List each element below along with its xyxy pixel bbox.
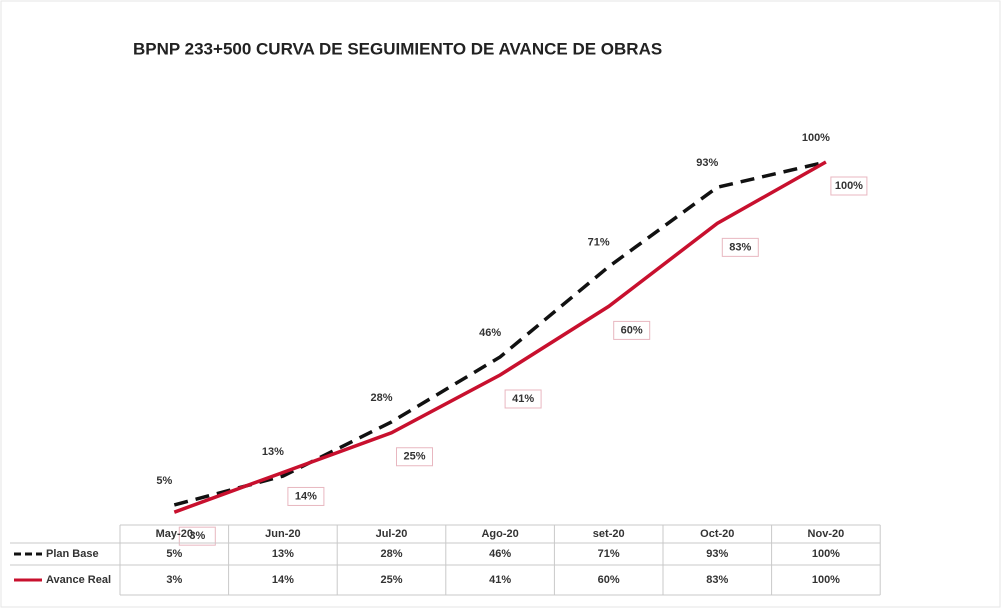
table-cell: 3% (166, 574, 182, 586)
data-label: 60% (621, 324, 643, 336)
data-label-box (396, 447, 433, 467)
data-label: 41% (512, 393, 534, 405)
chart-title: BPNP 233+500 CURVA DE SEGUIMIENTO DE AVA… (133, 39, 662, 58)
data-label: 100% (835, 180, 863, 192)
data-label: 83% (729, 241, 751, 253)
x-tick-label: May-20 (156, 528, 193, 540)
data-label: 3% (189, 530, 205, 542)
data-label: 5% (156, 475, 172, 487)
data-label-box (178, 526, 216, 546)
table-cell: 13% (272, 548, 294, 560)
data-label-box (613, 320, 651, 340)
data-label-box (830, 176, 868, 196)
table-cell: 46% (489, 548, 511, 560)
data-label: 100% (802, 132, 830, 144)
table-cell: 5% (166, 548, 182, 560)
data-label-box (504, 389, 542, 409)
data-label-box (287, 486, 325, 506)
table-cell: 14% (272, 574, 294, 586)
data-label: 25% (403, 451, 425, 463)
table-cell: 41% (489, 574, 511, 586)
table-cell: 25% (380, 574, 402, 586)
legend-label: Plan Base (46, 548, 99, 560)
series-line (173, 160, 827, 507)
data-label: 13% (262, 446, 284, 458)
table-cell: 100% (812, 574, 840, 586)
x-tick-label: Oct-20 (700, 528, 734, 540)
x-tick-label: Jun-20 (265, 528, 300, 540)
data-label: 28% (370, 392, 392, 404)
table-cell: 100% (812, 548, 840, 560)
table-cell: 93% (706, 548, 728, 560)
table-cell: 28% (380, 548, 402, 560)
table-cell: 83% (706, 574, 728, 586)
x-tick-label: Jul-20 (376, 528, 408, 540)
x-tick-label: Ago-20 (481, 528, 518, 540)
table-cell: 60% (598, 574, 620, 586)
data-label: 71% (588, 237, 610, 249)
data-label: 46% (479, 327, 501, 339)
data-label: 93% (696, 157, 718, 169)
data-label: 14% (295, 490, 317, 502)
data-label-box (721, 237, 759, 257)
table-cell: 71% (598, 548, 620, 560)
x-tick-label: Nov-20 (808, 528, 845, 540)
legend-label: Avance Real (46, 574, 111, 586)
x-tick-label: set-20 (593, 528, 625, 540)
series-line (173, 160, 827, 514)
